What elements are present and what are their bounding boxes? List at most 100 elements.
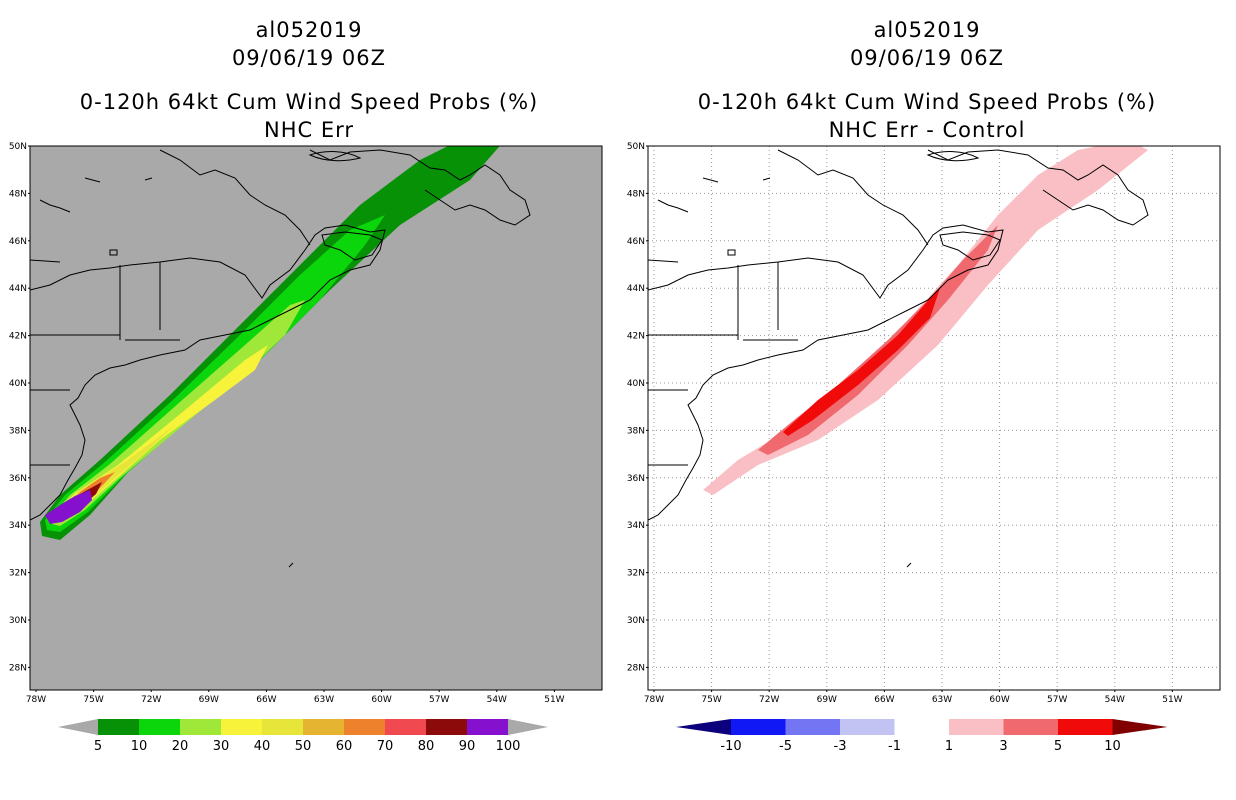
lat-tick-label: 30N <box>627 616 645 626</box>
colorbar-swatch <box>467 719 508 735</box>
lat-tick-label: 44N <box>9 284 27 294</box>
colorbar-label: 5 <box>1054 739 1062 754</box>
lat-tick-label: 28N <box>627 663 645 673</box>
colorbar-label: -5 <box>779 739 792 754</box>
lat-tick-label: 34N <box>9 521 27 531</box>
lat-tick-label: 36N <box>627 474 645 484</box>
colorbar-swatch <box>426 719 467 735</box>
colorbar-label: -1 <box>888 739 901 754</box>
product-title: 0-120h 64kt Cum Wind Speed Probs (%) <box>697 90 1157 114</box>
colorbar-label: 5 <box>94 739 102 754</box>
lon-tick-label: 72W <box>759 695 779 705</box>
lat-axis: 50N 48N 46N 44N 42N 40N 38N 36N 34N 32N 30N 28N <box>9 142 30 673</box>
lon-tick-label: 63W <box>314 695 334 705</box>
colorbar-swatch <box>731 719 786 735</box>
lon-tick-label: 75W <box>83 695 103 705</box>
colorbar-swatch <box>221 719 262 735</box>
lon-tick-label: 63W <box>932 695 952 705</box>
colorbar-label: 3 <box>999 739 1007 754</box>
prob-band-100 <box>45 490 92 524</box>
colorbar-swatch <box>303 719 344 735</box>
lat-tick-label: 46N <box>9 237 27 247</box>
difference-colorbar: -10 -5 -3 -1 1 3 5 10 <box>676 719 1168 754</box>
lon-tick-label: 54W <box>487 695 507 705</box>
lat-tick-label: 32N <box>627 569 645 579</box>
lat-tick-label: 46N <box>627 237 645 247</box>
lat-axis: 50N 48N 46N 44N 42N 40N 38N 36N 34N 32N 30N 28N <box>627 142 648 673</box>
colorbar-swatch <box>840 719 895 735</box>
probability-colorbar: 5 10 20 30 40 50 60 70 80 90 100 <box>58 719 548 754</box>
lat-tick-label: 32N <box>9 569 27 579</box>
left-map-svg: 50N 48N 46N 44N 42N 40N 38N 36N 34N 32N 30N 28N 78W… <box>9 142 603 754</box>
lon-tick-label: 69W <box>817 695 837 705</box>
lon-tick-label: 66W <box>874 695 894 705</box>
colorbar-label: 100 <box>496 739 521 754</box>
lon-tick-label: 57W <box>1047 695 1067 705</box>
colorbar-end-left <box>58 719 98 735</box>
lat-tick-label: 48N <box>9 189 27 199</box>
lat-tick-label: 42N <box>9 332 27 342</box>
lon-tick-label: 69W <box>199 695 219 705</box>
lat-tick-label: 40N <box>627 379 645 389</box>
colorbar-label: -10 <box>720 739 741 754</box>
colorbar-swatch <box>139 719 180 735</box>
colorbar-label: 40 <box>254 739 271 754</box>
colorbar-swatch <box>98 719 139 735</box>
lat-tick-label: 50N <box>627 142 645 152</box>
colorbar-swatch <box>180 719 221 735</box>
product-title: 0-120h 64kt Cum Wind Speed Probs (%) <box>79 90 539 114</box>
lon-tick-label: 57W <box>429 695 449 705</box>
colorbar-label: 20 <box>172 739 189 754</box>
diff-band-5 <box>783 288 940 436</box>
lon-tick-label: 51W <box>1162 695 1182 705</box>
lon-tick-label: 78W <box>644 695 664 705</box>
lon-tick-label: 72W <box>141 695 161 705</box>
lat-tick-label: 28N <box>9 663 27 673</box>
colorbar-swatch <box>262 719 303 735</box>
lat-tick-label: 30N <box>9 616 27 626</box>
colorbar-label: 90 <box>459 739 476 754</box>
colorbar-end-right <box>1112 719 1168 735</box>
subtitle: NHC Err - Control <box>828 118 1026 142</box>
lon-axis: 78W 75W 72W 69W 66W 63W 60W 57W 54W 51W <box>644 690 1183 705</box>
map-frame <box>29 145 603 691</box>
colorbar-swatch <box>385 719 426 735</box>
lon-tick-label: 66W <box>256 695 276 705</box>
lat-tick-label: 42N <box>627 332 645 342</box>
right-map-panel: al052019 09/06/19 06Z 0-120h 64kt Cum Wi… <box>618 0 1236 800</box>
lat-tick-label: 48N <box>627 189 645 199</box>
map-frame <box>647 145 1221 691</box>
storm-id-title: al052019 <box>255 18 363 42</box>
lat-tick-label: 36N <box>9 474 27 484</box>
lat-tick-label: 40N <box>9 379 27 389</box>
lat-tick-label: 38N <box>627 426 645 436</box>
colorbar-end-right <box>508 719 548 735</box>
colorbar-swatch <box>785 719 840 735</box>
lat-tick-label: 34N <box>627 521 645 531</box>
left-map-panel: al052019 09/06/19 06Z 0-120h 64kt Cum Wi… <box>9 18 603 754</box>
colorbar-swatch <box>344 719 385 735</box>
colorbar-label: 10 <box>1104 739 1121 754</box>
lon-tick-label: 78W <box>26 695 46 705</box>
colorbar-label: 1 <box>945 739 953 754</box>
colorbar-swatch <box>894 719 949 735</box>
colorbar-label: 10 <box>131 739 148 754</box>
lon-tick-label: 75W <box>701 695 721 705</box>
colorbar-swatch <box>949 719 1004 735</box>
lon-tick-label: 51W <box>544 695 564 705</box>
colorbar-swatch <box>1058 719 1113 735</box>
colorbar-end-left <box>676 719 731 735</box>
diff-band-3 <box>758 225 998 455</box>
lon-tick-label: 60W <box>989 695 1009 705</box>
colorbar-label: -3 <box>834 739 847 754</box>
storm-id-title: al052019 <box>873 18 981 42</box>
colorbar-label: 30 <box>213 739 230 754</box>
datetime-title: 09/06/19 06Z <box>849 46 1005 70</box>
map-background <box>30 146 602 690</box>
colorbar-label: 60 <box>336 739 353 754</box>
coastlines <box>30 149 531 568</box>
coastlines <box>648 149 1149 568</box>
right-map-svg: 50N 48N 46N 44N 42N 40N 38N 36N 34N 32N 30N 28N 78W… <box>627 142 1221 754</box>
lon-tick-label: 60W <box>371 695 391 705</box>
colorbar-swatch <box>1003 719 1058 735</box>
